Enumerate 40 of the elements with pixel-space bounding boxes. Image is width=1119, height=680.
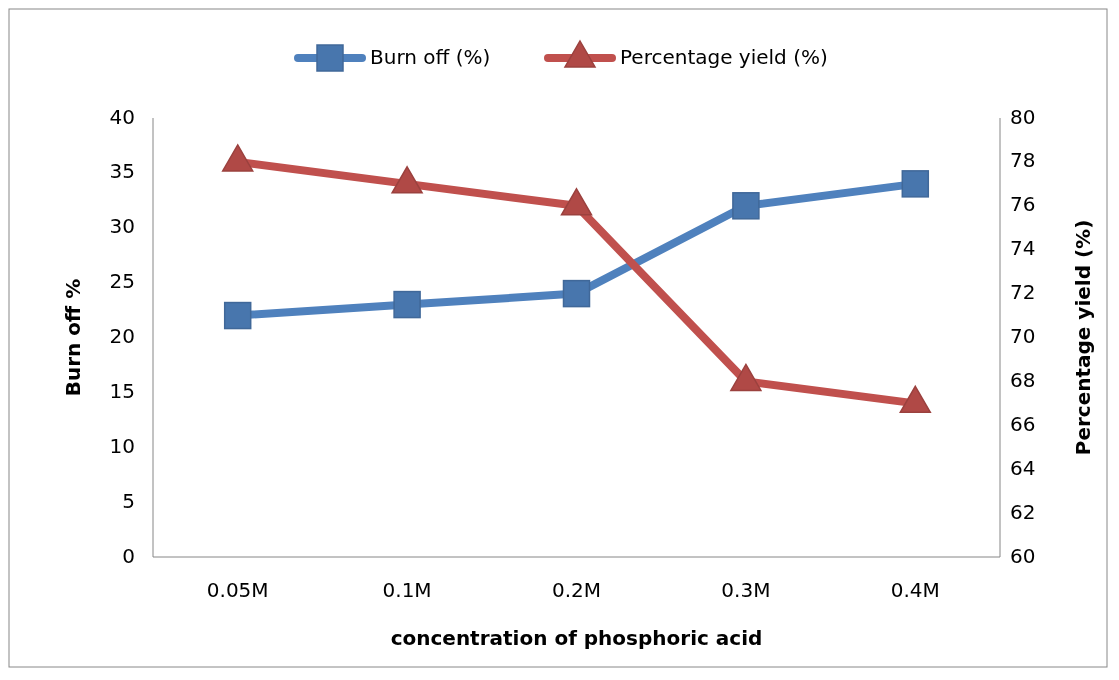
y2-axis-title: Percentage yield (%) (1071, 219, 1095, 456)
point (223, 301, 252, 330)
y2-tick-label: 80 (1010, 104, 1036, 129)
y-tick-label: 40 (109, 104, 135, 129)
x-axis-title: concentration of phosphoric acid (390, 626, 763, 650)
point (899, 385, 932, 414)
y2-tick-label: 74 (1010, 236, 1036, 261)
y2-tick-label: 70 (1010, 324, 1036, 348)
point (221, 144, 254, 172)
y-tick-label: 10 (109, 433, 135, 458)
point (560, 188, 593, 216)
point (562, 279, 591, 308)
point (732, 192, 760, 220)
y2-tick-label: 72 (1010, 280, 1036, 305)
y2-tick-label: 60 (1010, 543, 1036, 568)
point (901, 170, 930, 198)
point (393, 290, 421, 319)
y2-tick-label: 78 (1010, 148, 1036, 173)
y-tick-label: 35 (109, 159, 135, 184)
legend-label: Burn off (%) (370, 44, 491, 69)
y2-tick-label: 62 (1010, 499, 1036, 524)
x-tick-label: 0.2M (551, 578, 602, 602)
y-tick-label: 0 (122, 543, 135, 568)
y-axis-title: Burn off % (61, 278, 85, 397)
x-tick-label: 0.4M (890, 578, 940, 602)
y-tick-label: 5 (122, 488, 135, 513)
y2-tick-label: 66 (1010, 411, 1036, 436)
legend-label: Percentage yield (%) (620, 44, 828, 69)
y-tick-label: 30 (109, 214, 135, 239)
y2-tick-label: 76 (1010, 192, 1036, 217)
x-tick-label: 0.3M (721, 578, 771, 602)
point (391, 166, 423, 194)
x-tick-label: 0.05M (206, 578, 269, 602)
y-tick-label: 20 (109, 324, 135, 348)
x-tick-label: 0.1M (382, 578, 432, 602)
y-tick-label: 15 (109, 378, 135, 403)
y2-tick-label: 64 (1010, 455, 1036, 480)
y2-tick-label: 68 (1010, 367, 1036, 392)
point (730, 363, 762, 392)
y-tick-label: 25 (109, 269, 135, 294)
